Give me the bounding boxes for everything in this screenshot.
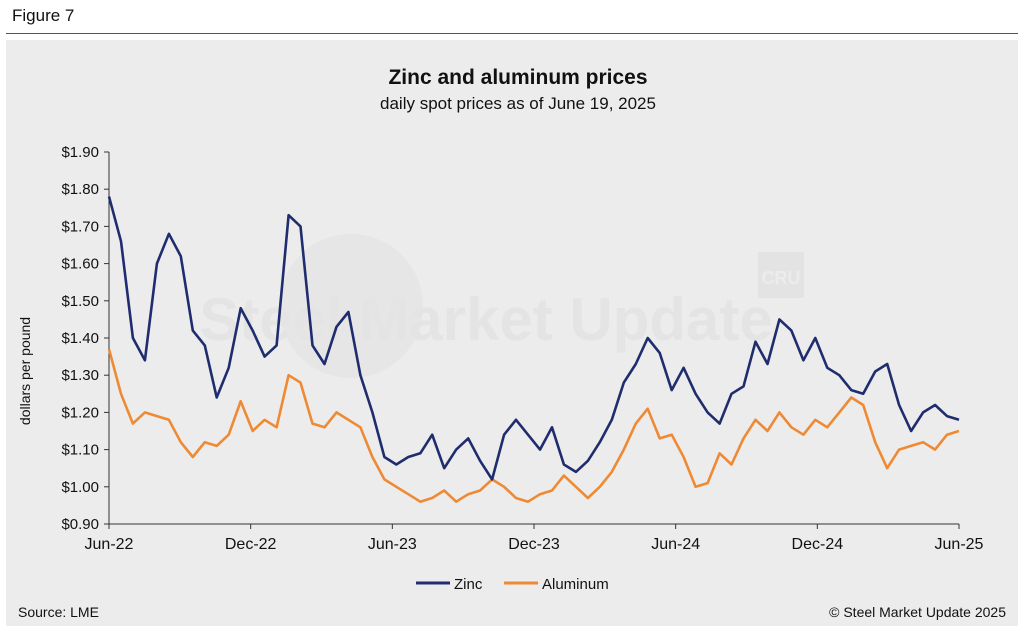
series-lines bbox=[107, 196, 960, 504]
source-note: Source: LME bbox=[18, 604, 99, 620]
copyright-note: © Steel Market Update 2025 bbox=[829, 604, 1006, 620]
y-tick-label: $1.60 bbox=[61, 256, 99, 273]
y-axis: $0.90 $1.00 $1.10 $1.20 $1.30 $1.40 $1.50 $1.60… bbox=[61, 144, 110, 533]
legend-label-aluminum: Aluminum bbox=[542, 576, 609, 593]
y-tick-label: $1.80 bbox=[61, 181, 99, 198]
x-tick-label: Jun-24 bbox=[651, 536, 700, 553]
series-line-zinc bbox=[107, 196, 960, 481]
y-tick-label: $1.40 bbox=[61, 330, 99, 347]
y-tick-label: $1.50 bbox=[61, 293, 99, 310]
x-axis: Jun-22 Dec-22 Jun-23 Dec-23 Jun-24 Dec-24 Jun-… bbox=[85, 523, 984, 553]
y-tick-label: $1.30 bbox=[61, 367, 99, 384]
top-divider bbox=[6, 33, 1018, 34]
figure-label: Figure 7 bbox=[12, 6, 75, 25]
chart-subtitle: daily spot prices as of June 19, 2025 bbox=[380, 94, 656, 113]
y-tick-label: $1.10 bbox=[61, 442, 99, 459]
chart: Steel Market Update CRU Zinc and aluminu… bbox=[17, 66, 984, 593]
y-tick-label: $1.70 bbox=[61, 218, 99, 235]
x-tick-label: Dec-22 bbox=[225, 536, 277, 553]
x-tick-label: Dec-24 bbox=[792, 536, 844, 553]
legend-label-zinc: Zinc bbox=[454, 576, 483, 593]
x-tick-label: Dec-23 bbox=[508, 536, 560, 553]
y-axis-label: dollars per pound bbox=[17, 317, 33, 425]
y-tick-label: $1.90 bbox=[61, 144, 99, 161]
x-tick-label: Jun-25 bbox=[935, 536, 984, 553]
y-tick-label: $0.90 bbox=[61, 516, 99, 533]
chart-panel: Steel Market Update CRU Zinc and aluminu… bbox=[6, 40, 1018, 626]
watermark-badge: CRU bbox=[762, 268, 801, 288]
y-tick-label: $1.20 bbox=[61, 404, 99, 421]
watermark: Steel Market Update CRU bbox=[199, 234, 804, 378]
series-line-aluminum bbox=[107, 348, 960, 504]
legend: Zinc Aluminum bbox=[416, 576, 609, 593]
y-tick-label: $1.00 bbox=[61, 479, 99, 496]
watermark-text: Steel Market Update bbox=[199, 286, 773, 353]
x-tick-label: Jun-23 bbox=[368, 536, 417, 553]
chart-title: Zinc and aluminum prices bbox=[388, 66, 647, 89]
x-tick-label: Jun-22 bbox=[85, 536, 134, 553]
